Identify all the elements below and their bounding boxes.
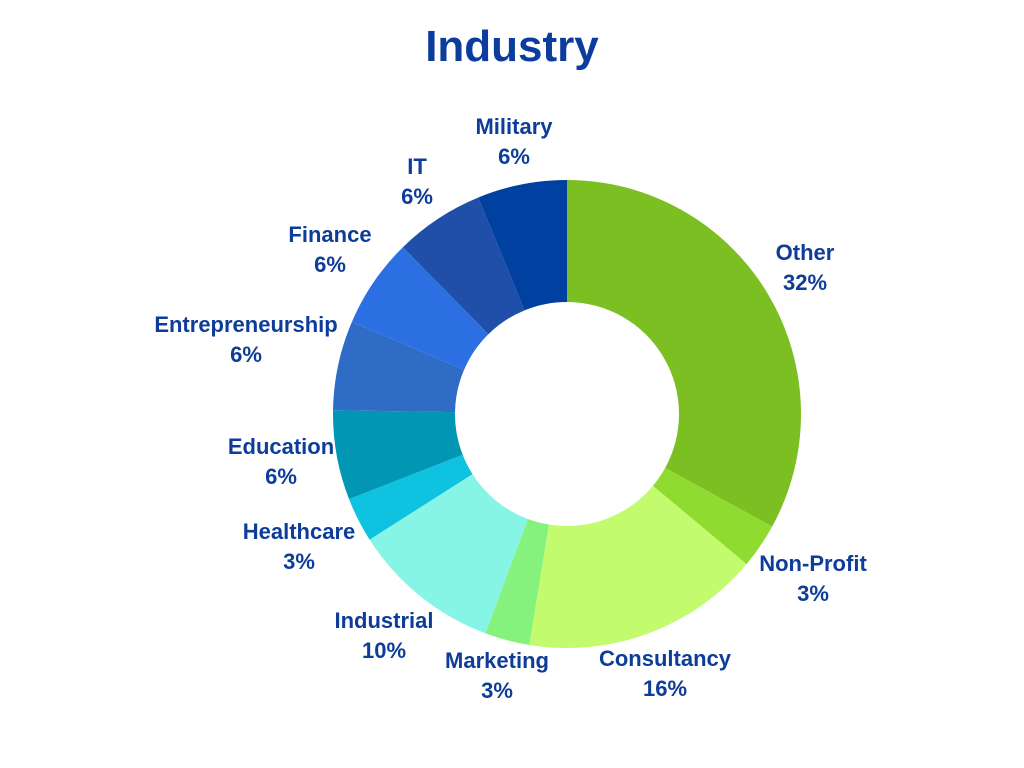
data-label-percent: 6% (498, 144, 530, 169)
slice-marketing (485, 518, 549, 645)
slice-healthcare (349, 454, 473, 540)
slice-entrepreneurship (333, 321, 465, 413)
data-label-percent: 6% (314, 252, 346, 277)
data-label-percent: 3% (797, 581, 829, 606)
data-label-percent: 32% (783, 270, 827, 295)
data-label-name: Military (475, 114, 553, 139)
data-label-name: Healthcare (243, 519, 356, 544)
slice-consultancy (529, 485, 747, 648)
slice-other (567, 180, 801, 527)
data-label-name: Other (776, 240, 835, 265)
data-label-percent: 6% (265, 464, 297, 489)
data-label-percent: 6% (401, 184, 433, 209)
slice-industrial (369, 474, 528, 634)
data-label-name: Education (228, 434, 334, 459)
data-label-name: Entrepreneurship (154, 312, 337, 337)
slice-education (333, 410, 463, 500)
slice-military (478, 180, 567, 311)
data-label-name: Industrial (334, 608, 433, 633)
chart-title: Industry (425, 22, 599, 71)
data-label-percent: 6% (230, 342, 262, 367)
slice-finance (351, 247, 489, 370)
data-label-name: Non-Profit (759, 551, 867, 576)
data-label-percent: 10% (362, 638, 406, 663)
data-label-percent: 3% (283, 549, 315, 574)
data-label-name: Finance (288, 222, 371, 247)
data-label-name: Consultancy (599, 646, 732, 671)
slice-non-profit (652, 467, 773, 565)
data-label-name: Marketing (445, 648, 549, 673)
slice-it (402, 197, 525, 335)
data-label-percent: 16% (643, 676, 687, 701)
data-label-percent: 3% (481, 678, 513, 703)
data-label-name: IT (407, 154, 427, 179)
